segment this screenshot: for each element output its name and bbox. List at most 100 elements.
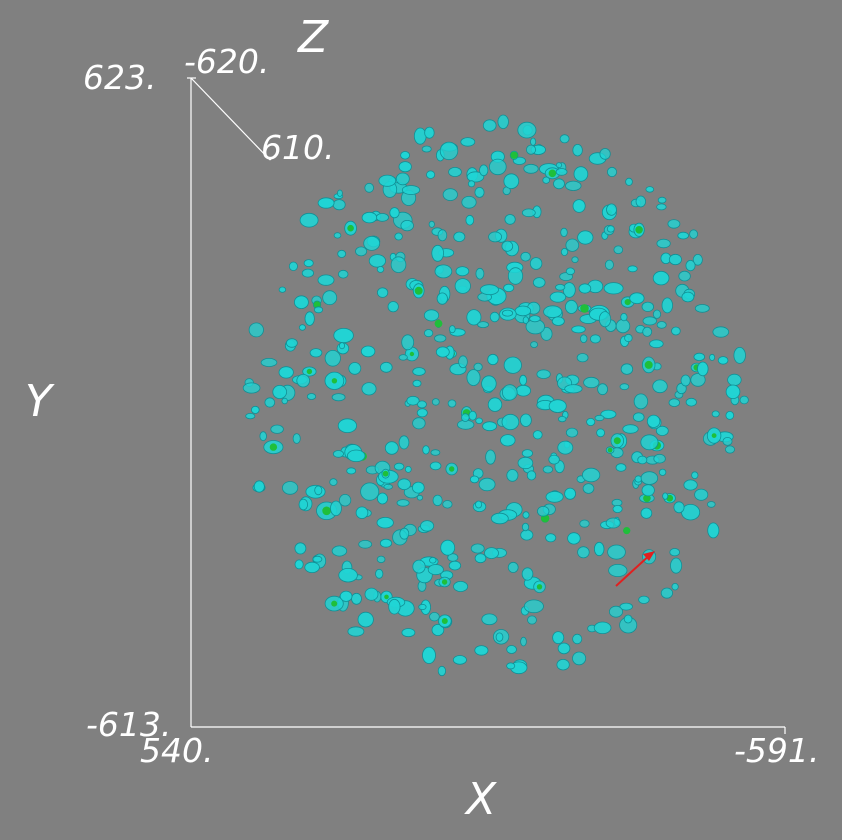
isosurface-blob (543, 305, 563, 319)
isosurface-blob (361, 211, 378, 224)
isosurface-blob (501, 384, 518, 401)
isosurface-blob (551, 316, 565, 326)
isosurface-blob (388, 598, 401, 615)
isosurface-blob (331, 393, 346, 402)
isosurface-peak (382, 470, 389, 477)
isosurface-blob (264, 397, 276, 408)
isosurface-blob (481, 375, 497, 392)
isosurface-blob (572, 143, 583, 157)
isosurface-blob (303, 259, 314, 268)
isosurface-blob (439, 141, 459, 161)
isosurface-blob (337, 249, 347, 258)
isosurface-blob (555, 162, 563, 169)
isosurface-blob (429, 612, 440, 622)
isosurface-blob (477, 321, 490, 329)
axes-frame (187, 77, 786, 734)
isosurface-blob (379, 538, 393, 548)
isosurface-peak (409, 351, 415, 357)
isosurface-blob (521, 449, 534, 458)
isosurface-blob (313, 306, 324, 314)
isosurface-blob (312, 555, 323, 563)
isosurface-blob (306, 393, 317, 400)
isosurface-blob (333, 232, 342, 239)
isosurface-blob (501, 413, 520, 431)
isosurface-blob (272, 384, 288, 399)
isosurface-blob (278, 366, 294, 379)
isosurface-blob (671, 583, 679, 591)
isosurface-blob (564, 487, 576, 500)
isosurface-blob (466, 309, 482, 326)
isosurface-blob (542, 176, 550, 184)
isosurface-peak (441, 618, 448, 624)
isosurface-blob (530, 137, 537, 146)
isosurface-blob (475, 500, 483, 509)
isosurface-blob (314, 485, 323, 496)
isosurface-blobs (242, 114, 749, 677)
isosurface-blob (606, 225, 615, 233)
isosurface-blob (338, 269, 349, 279)
isosurface-blob (646, 414, 661, 428)
isosurface-blob (322, 290, 338, 306)
isosurface-blob (484, 547, 499, 559)
isosurface-blob (661, 297, 674, 314)
isosurface-blob (577, 546, 590, 559)
isosurface-blob (612, 504, 623, 513)
isosurface-blob (357, 611, 374, 628)
isosurface-blob (652, 379, 668, 394)
isosurface-blob (304, 311, 315, 326)
isosurface-peak (510, 151, 518, 159)
isosurface-blob (656, 238, 671, 249)
isosurface-blob (333, 327, 354, 343)
isosurface-blob (680, 374, 691, 387)
isosurface-blob (500, 434, 516, 447)
isosurface-blob (332, 199, 346, 211)
isosurface-blob (360, 482, 380, 501)
isosurface-blob (565, 427, 579, 438)
isosurface-blob (431, 398, 440, 406)
isosurface-blob (530, 341, 538, 349)
isosurface-blob (557, 642, 571, 655)
isosurface-blob (694, 304, 710, 313)
isosurface-blob (298, 498, 309, 511)
isosurface-blob (599, 148, 611, 160)
isosurface-blob (442, 500, 453, 509)
isosurface-blob (709, 353, 716, 361)
isosurface-blob (645, 186, 655, 193)
isosurface-blob (707, 522, 720, 539)
isosurface-blob (488, 231, 503, 243)
isosurface-blob (376, 265, 385, 273)
isosurface-peak (449, 466, 455, 472)
isosurface-blob (404, 465, 412, 473)
isosurface-blob (527, 615, 537, 625)
isosurface-blob (625, 177, 633, 186)
isosurface-blob (376, 517, 394, 529)
isosurface-blob (358, 539, 373, 549)
isosurface-blob (596, 428, 605, 438)
isosurface-blob (542, 465, 554, 474)
isosurface-blob (586, 417, 596, 426)
isosurface-blob (468, 410, 477, 421)
y-axis-max-label: 623. (83, 58, 156, 97)
isosurface-blob (522, 511, 530, 519)
isosurface-blob (520, 529, 534, 541)
isosurface-blob (379, 361, 393, 373)
isosurface-blob (503, 283, 515, 292)
isosurface-blob (517, 456, 534, 470)
isosurface-blob (559, 134, 570, 144)
isosurface-blob (440, 539, 456, 556)
isosurface-blob (733, 346, 746, 364)
isosurface-blob (394, 232, 403, 241)
isosurface-blob (526, 144, 537, 155)
isosurface-blob (652, 270, 670, 286)
isosurface-blob (529, 315, 541, 323)
isosurface-blob (423, 329, 434, 338)
isosurface-peak (623, 527, 631, 535)
isosurface-blob (339, 590, 353, 602)
isosurface-blob (642, 326, 653, 337)
isosurface-blob (488, 158, 507, 176)
isosurface-blob (347, 626, 365, 637)
isosurface-blob (552, 631, 565, 644)
isosurface-blob (436, 292, 448, 305)
isosurface-peak (624, 299, 631, 306)
